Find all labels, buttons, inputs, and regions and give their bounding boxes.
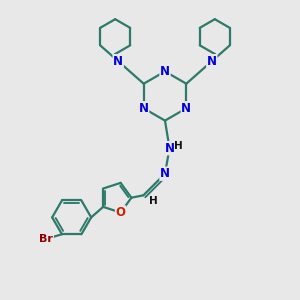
Text: N: N: [113, 55, 123, 68]
Text: H: H: [173, 141, 182, 151]
Text: N: N: [181, 102, 191, 115]
Text: N: N: [139, 102, 149, 115]
Text: N: N: [160, 167, 170, 180]
Text: N: N: [164, 142, 175, 155]
Text: N: N: [160, 65, 170, 78]
Text: N: N: [207, 55, 217, 68]
Text: H: H: [148, 196, 158, 206]
Text: O: O: [116, 206, 126, 219]
Text: Br: Br: [39, 234, 53, 244]
